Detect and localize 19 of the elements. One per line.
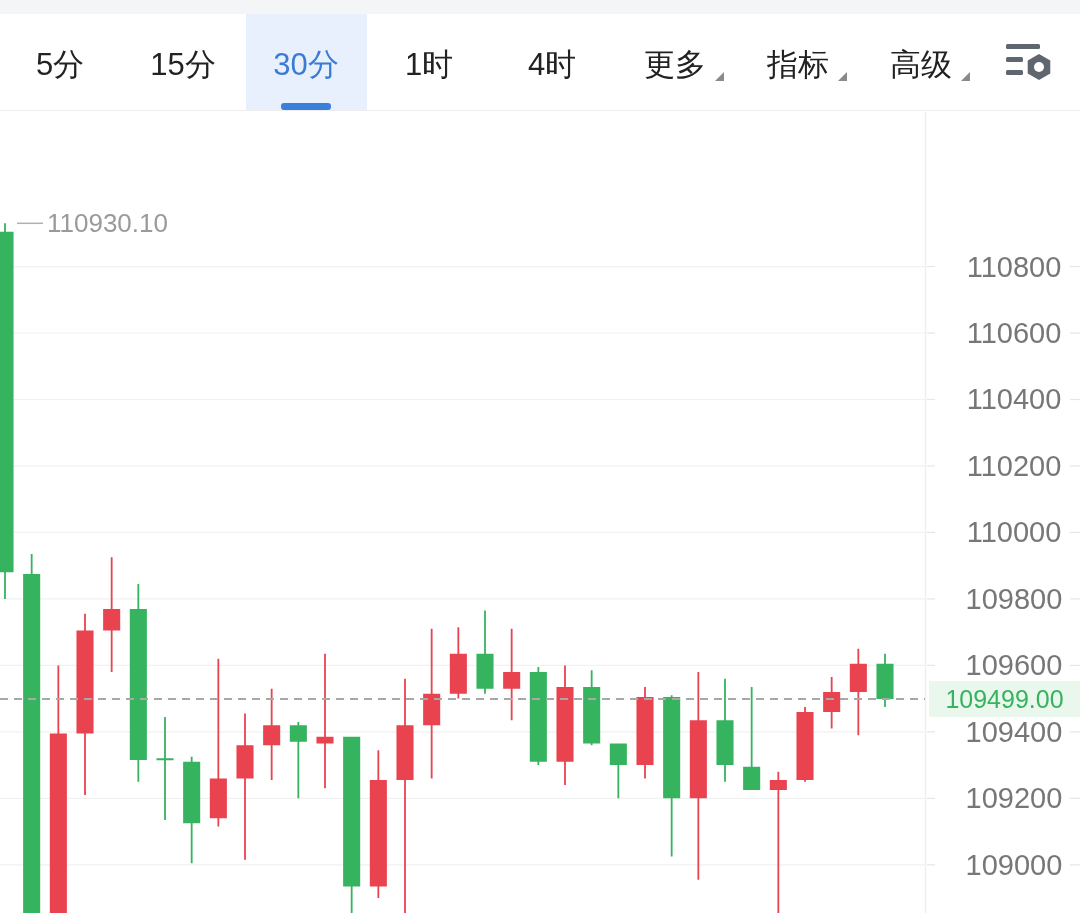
ytick-label: 109800 xyxy=(965,582,1063,615)
ytick-label: 110200 xyxy=(966,449,1062,482)
toolbar-item: 1时 xyxy=(404,47,454,82)
ytick-label: 110800 xyxy=(966,250,1062,283)
toolbar-item: 更多 xyxy=(644,47,706,82)
toolbar-item: 高级 xyxy=(890,47,952,82)
ytick-label: 109200 xyxy=(965,782,1063,815)
ytick-label: 109000 xyxy=(965,848,1063,881)
ref-label: 109499.00 xyxy=(929,680,1080,717)
ytick-label: 110000 xyxy=(966,516,1062,549)
ytick-label: 109600 xyxy=(965,649,1063,682)
toolbar-item: 15分 xyxy=(150,47,216,82)
annotation: 110930.10 xyxy=(47,208,168,239)
toolbar-item: 5分 xyxy=(35,47,85,82)
ytick-label: 110600 xyxy=(966,317,1062,349)
toolbar-item: 指标 xyxy=(767,47,829,82)
ytick-label: 109400 xyxy=(965,715,1063,748)
toolbar-item: 4时 xyxy=(527,47,577,82)
ytick-label: 110400 xyxy=(966,383,1062,416)
